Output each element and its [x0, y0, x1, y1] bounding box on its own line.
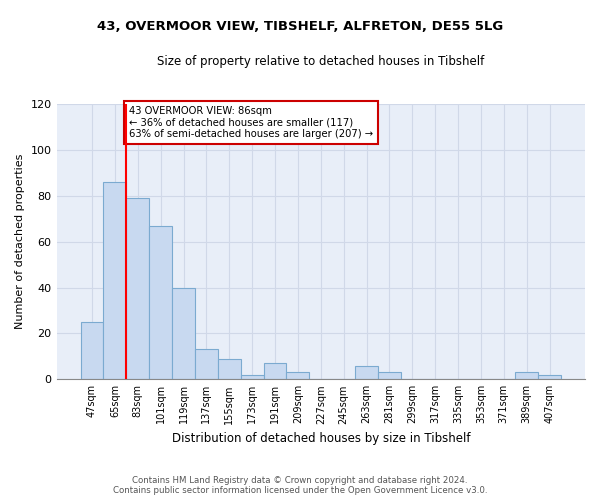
Title: Size of property relative to detached houses in Tibshelf: Size of property relative to detached ho…: [157, 55, 484, 68]
Bar: [515, 372, 538, 380]
X-axis label: Distribution of detached houses by size in Tibshelf: Distribution of detached houses by size …: [172, 432, 470, 445]
Bar: [103, 182, 127, 380]
Bar: [378, 372, 401, 380]
Bar: [127, 198, 149, 380]
Bar: [80, 322, 103, 380]
Text: 43 OVERMOOR VIEW: 86sqm
← 36% of detached houses are smaller (117)
63% of semi-d: 43 OVERMOOR VIEW: 86sqm ← 36% of detache…: [128, 106, 373, 140]
Bar: [538, 374, 561, 380]
Bar: [263, 363, 286, 380]
Bar: [195, 350, 218, 380]
Bar: [241, 374, 263, 380]
Bar: [149, 226, 172, 380]
Bar: [172, 288, 195, 380]
Y-axis label: Number of detached properties: Number of detached properties: [15, 154, 25, 330]
Text: Contains HM Land Registry data © Crown copyright and database right 2024.
Contai: Contains HM Land Registry data © Crown c…: [113, 476, 487, 495]
Bar: [286, 372, 310, 380]
Text: 43, OVERMOOR VIEW, TIBSHELF, ALFRETON, DE55 5LG: 43, OVERMOOR VIEW, TIBSHELF, ALFRETON, D…: [97, 20, 503, 33]
Bar: [218, 358, 241, 380]
Bar: [355, 366, 378, 380]
